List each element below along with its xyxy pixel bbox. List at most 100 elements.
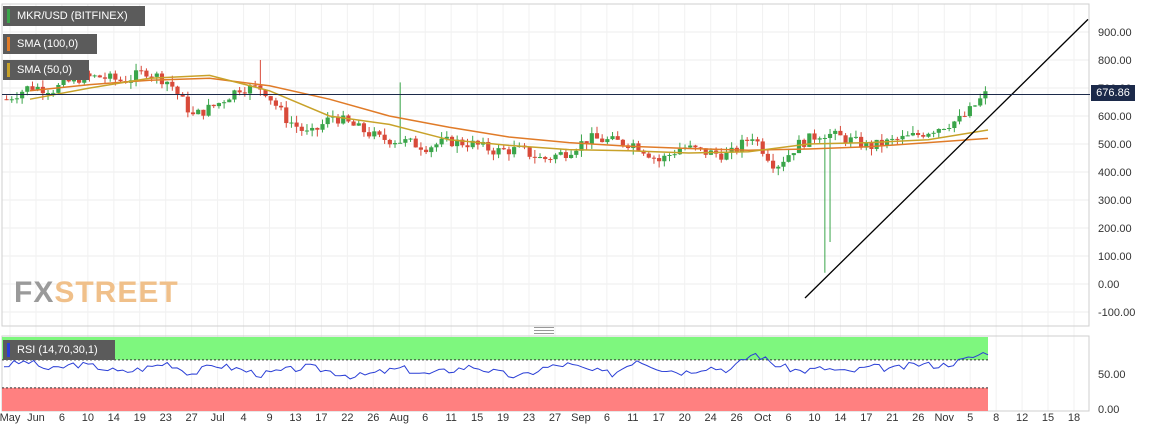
rsi-polyline [3,352,989,380]
candle-body [51,92,56,94]
candle-body [972,105,978,107]
candle-body [755,139,760,142]
candle-body [791,153,796,156]
candle-body [838,130,843,136]
legend-rsi-label: RSI (14,70,30,1) [17,344,98,356]
y-tick-label: -100.00 [1098,307,1135,319]
x-tick-label: Jun [27,412,45,424]
candle-body [957,115,962,122]
candle-body [569,154,574,158]
candle-body [190,112,196,115]
candle-body [853,136,859,138]
candle-body [304,130,310,132]
x-tick-label: 10 [82,412,94,424]
x-tick-label: Sep [571,412,591,424]
y-tick-label: 300.00 [1098,195,1132,207]
overlay [2,18,1090,299]
watermark-street: STREET [54,276,179,309]
candle-body [501,148,506,150]
candle-body [14,98,20,100]
candle-body [335,116,341,124]
candle-body [724,152,729,160]
candle-body [139,70,144,72]
candle-body [113,73,118,80]
candle-body [491,150,496,155]
candle-body [294,122,299,127]
candle-body [512,147,517,155]
candle-body [20,91,25,99]
y-tick-label: 100.00 [1098,251,1132,263]
candle-body [579,141,584,151]
candle-body [641,150,646,154]
x-tick-label: 8 [993,412,999,424]
candle-body [175,86,180,94]
candle-body [589,133,594,144]
legend-sma100: SMA (100,0) [3,34,97,54]
y-tick-label: 500.00 [1098,139,1132,151]
candle-body [667,154,672,156]
candle-body [822,137,827,139]
x-tick-label: 6 [785,412,791,424]
panel-resize-handle[interactable] [534,327,554,334]
candle-body [341,115,346,124]
candle-body [35,86,40,90]
candle-body [25,86,30,92]
y-tick-label: 0.00 [1098,279,1119,291]
x-tick-label: May [0,412,21,424]
candle-body [807,133,812,147]
candle-body [268,96,273,101]
candle-body [154,73,159,77]
x-tick-label: 10 [808,412,820,424]
candle-body [900,135,905,140]
candle-body [802,139,807,147]
candle-body [278,105,284,108]
candle-body [382,134,387,140]
candle-body [786,155,791,162]
x-axis: May Jun 6 10 14 19 23 27 Jul 4 9 13 17 22 26 Aug 6 11 15 19… [0,412,1080,424]
candle-body [289,122,294,124]
rsi-oversold-zone [2,387,988,411]
candle-body [455,139,460,147]
x-tick-label: 27 [186,412,198,424]
x-tick-label: 26 [731,412,743,424]
candle-body [703,148,708,155]
candle-body [361,123,367,133]
candle-body [548,159,553,161]
candle-body [760,141,765,154]
x-tick-label: 19 [134,412,146,424]
candle-body [449,136,455,147]
candle-body [496,148,501,155]
x-tick-label: 6 [422,412,428,424]
candle-body [61,78,66,85]
y-tick-label: 400.00 [1098,167,1132,179]
x-tick-label: 14 [834,412,846,424]
candle-body [351,121,356,126]
candle-body [827,133,833,138]
x-tick-label: 11 [445,412,456,424]
candle-body [719,153,724,160]
candle-body [895,138,900,140]
legend-pair-swatch [7,9,10,23]
candle-body [367,132,372,137]
candle-body [423,149,429,153]
candle-body [506,149,512,155]
rsi-y-axis: 50.00 0.00 [1098,369,1126,416]
x-tick-label: 26 [367,412,379,424]
candle-body [310,127,315,131]
y-tick-label: 600.00 [1098,111,1132,123]
candle-body [594,133,600,139]
candle-body [144,70,149,77]
candle-body [413,138,418,148]
candle-body [651,157,657,159]
candle-body [657,158,662,162]
legend-sma100-label: SMA (100,0) [17,38,79,50]
y-tick-label: 800.00 [1098,55,1132,67]
candle-body [30,86,35,90]
candle-body [165,81,170,85]
candle-body [258,85,263,90]
candle-body [739,139,745,152]
x-tick-label: 6 [604,412,610,424]
x-tick-label: 14 [108,412,120,424]
candle-body [460,139,465,146]
